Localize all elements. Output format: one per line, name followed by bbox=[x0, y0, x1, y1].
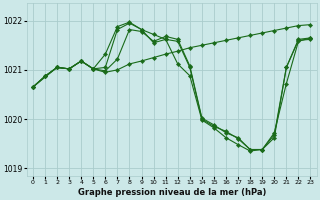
X-axis label: Graphe pression niveau de la mer (hPa): Graphe pression niveau de la mer (hPa) bbox=[77, 188, 266, 197]
